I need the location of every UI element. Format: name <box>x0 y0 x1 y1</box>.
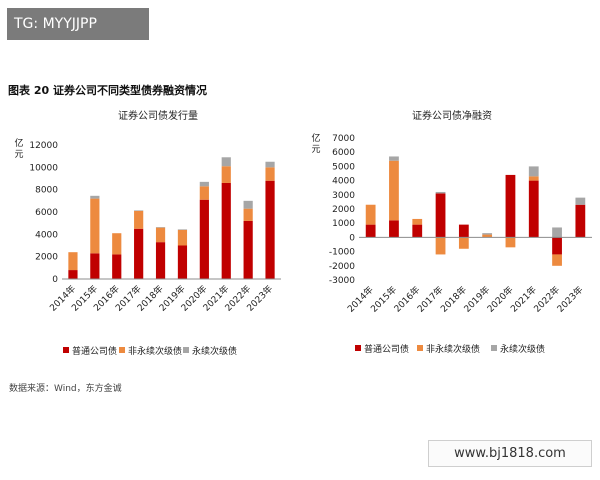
legend-label: 永续次级债 <box>192 345 237 357</box>
bar-segment <box>243 220 253 279</box>
y-tick-label: -1000 <box>329 248 355 258</box>
bar-segment <box>134 210 144 229</box>
y-tick-label: 7000 <box>332 134 355 144</box>
bar-segment <box>435 193 446 238</box>
bar-segment <box>90 195 100 199</box>
legend-label: 非永续次级债 <box>426 343 480 355</box>
bar-segment <box>199 199 209 279</box>
y-tick-label: 12000 <box>29 141 58 151</box>
legend-label: 普通公司债 <box>72 345 117 357</box>
bar-segment <box>221 157 231 167</box>
y-tick-label: 4000 <box>35 230 58 240</box>
y-tick-label: 6000 <box>35 208 58 218</box>
y-tick-label: 2000 <box>332 205 355 215</box>
chart-title: 证券公司债发行量 <box>118 109 198 122</box>
legend-swatch <box>417 345 423 351</box>
bar-segment <box>265 161 275 168</box>
y-tick-label: 3000 <box>332 191 355 201</box>
bar-segment <box>552 254 562 266</box>
bar-segment <box>435 191 446 194</box>
bar-segment <box>458 224 469 238</box>
y-axis-label: 元 <box>311 145 320 155</box>
legend-swatch <box>491 345 497 351</box>
telegram-badge: TG: MYYJJPP <box>7 8 149 40</box>
bar-segment <box>199 186 209 200</box>
bar-segment <box>177 229 188 246</box>
bar-segment <box>552 227 562 238</box>
data-source: 数据来源：Wind，东方金诚 <box>9 384 122 394</box>
website-watermark: www.bj1818.com <box>428 440 592 467</box>
legend-swatch <box>63 347 69 353</box>
bar-segment <box>155 227 166 228</box>
bar-segment <box>199 181 209 187</box>
legend-swatch <box>183 347 189 353</box>
bar-segment <box>90 253 100 279</box>
chart-title: 证券公司债净融资 <box>412 109 492 122</box>
chart-1: 证券公司债发行量亿元020004000600080001000012000201… <box>14 109 281 357</box>
bar-segment <box>505 174 516 238</box>
bar-segment <box>575 197 586 205</box>
bar-segment <box>221 182 231 279</box>
y-tick-label: -3000 <box>329 276 355 286</box>
legend-label: 普通公司债 <box>364 343 409 355</box>
bar-segment <box>265 167 275 181</box>
bar-segment <box>90 198 100 254</box>
bar-segment <box>243 200 253 209</box>
bar-segment <box>575 204 586 238</box>
bar-segment <box>68 270 78 279</box>
bar-segment <box>528 176 539 181</box>
y-tick-label: 5000 <box>332 162 355 172</box>
bar-segment <box>155 227 166 243</box>
bar-segment <box>482 234 493 238</box>
y-tick-label: 0 <box>349 233 355 243</box>
bar-segment <box>265 180 275 279</box>
bar-segment <box>177 245 188 279</box>
bar-segment <box>389 220 399 238</box>
bar-segment <box>134 228 144 279</box>
y-tick-label: 10000 <box>29 163 58 173</box>
bar-segment <box>528 180 539 238</box>
bar-segment <box>412 218 423 225</box>
y-axis-label: 亿 <box>14 137 23 149</box>
bar-segment <box>528 166 539 177</box>
bar-segment <box>221 166 231 183</box>
bar-segment <box>482 233 493 235</box>
bar-segment <box>155 242 166 279</box>
bar-segment <box>112 254 122 279</box>
legend-label: 非永续次级债 <box>128 345 182 357</box>
legend-label: 永续次级债 <box>500 343 545 355</box>
bar-segment <box>458 237 469 249</box>
y-axis-label: 元 <box>14 150 23 160</box>
legend-swatch <box>119 347 125 353</box>
bar-segment <box>243 208 253 221</box>
y-tick-label: 4000 <box>332 177 355 187</box>
bar-segment <box>389 160 399 221</box>
y-tick-label: 2000 <box>35 253 58 263</box>
bar-segment <box>412 224 423 238</box>
bar-segment <box>365 204 376 225</box>
bar-segment <box>505 237 516 248</box>
figure-title: 图表 20 证券公司不同类型债券融资情况 <box>8 84 207 97</box>
y-tick-label: 8000 <box>35 186 58 196</box>
y-tick-label: -2000 <box>329 262 355 272</box>
y-tick-label: 0 <box>52 275 58 285</box>
y-tick-label: 1000 <box>332 219 355 229</box>
bar-segment <box>552 237 562 255</box>
bar-segment <box>435 237 446 255</box>
bar-segment <box>389 156 399 161</box>
x-category-label: 2023年 <box>554 284 585 315</box>
bar-segment <box>112 233 122 255</box>
bar-segment <box>177 229 188 230</box>
y-tick-label: 6000 <box>332 148 355 158</box>
bar-segment <box>365 224 376 238</box>
bar-segment <box>68 252 78 271</box>
bar-segment <box>134 210 144 211</box>
y-axis-label: 亿 <box>311 132 320 144</box>
legend-swatch <box>355 345 361 351</box>
